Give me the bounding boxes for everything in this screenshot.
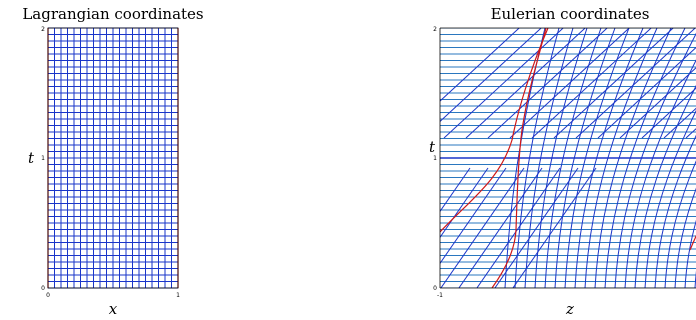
eulerian-diagonal-line: [440, 28, 520, 102]
eulerian-characteristic-curve: [664, 160, 696, 288]
eulerian-lower-diagonal: [440, 167, 507, 265]
eulerian-title: Eulerian coordinates: [491, 5, 650, 23]
eulerian-characteristic-curve: [624, 59, 696, 288]
eulerian-characteristic-curve: [674, 187, 696, 288]
lagrangian-title: Lagrangian coordinates: [22, 5, 203, 23]
eulerian-characteristic-curve: [514, 28, 560, 288]
lagrangian-xtick-0: 0: [46, 292, 50, 299]
eulerian-characteristic-curve: [534, 28, 588, 288]
eulerian-diagonal-line: [487, 28, 608, 139]
eulerian-ylabel: t: [429, 138, 436, 156]
eulerian-diagonal-line: [575, 28, 696, 139]
eulerian-characteristic-curve: [604, 28, 686, 288]
eulerian-characteristic-curve: [574, 28, 644, 288]
eulerian-lower-diagonal: [494, 167, 579, 288]
eulerian-lower-diagonal: [458, 167, 543, 288]
eulerian-ytick-2: 2: [433, 26, 437, 33]
eulerian-diagonal-line: [619, 67, 696, 139]
eulerian-panel: Eulerian coordinates 0 1 2 -1 z t: [429, 5, 696, 318]
eulerian-characteristic-curve: [684, 219, 696, 288]
eulerian-right-boundary-curve: [689, 234, 696, 251]
eulerian-diagonal-line: [443, 28, 564, 139]
eulerian-diagonal-line: [641, 87, 696, 139]
eulerian-characteristic-curve: [594, 28, 672, 288]
eulerian-ytick-1: 1: [433, 155, 437, 162]
eulerian-xlabel: z: [565, 300, 574, 318]
eulerian-diagonal-line: [465, 28, 586, 139]
lagrangian-xtick-1: 1: [176, 292, 180, 299]
eulerian-characteristic-curve: [554, 28, 616, 288]
lagrangian-ytick-2: 2: [41, 26, 45, 33]
lagrangian-ytick-1: 1: [41, 155, 45, 162]
eulerian-characteristic-curve: [584, 28, 658, 288]
lagrangian-ytick-0: 0: [41, 285, 45, 292]
eulerian-diagonal-line: [663, 107, 696, 139]
eulerian-characteristic-curve: [564, 28, 630, 288]
lagrangian-ylabel: t: [28, 149, 35, 167]
eulerian-characteristic-curve: [524, 28, 574, 288]
eulerian-ytick-0: 0: [433, 285, 437, 292]
eulerian-lower-diagonal: [440, 167, 471, 213]
eulerian-left-boundary-curve: [440, 28, 549, 233]
eulerian-grid: [440, 28, 696, 288]
lagrangian-xlabel: x: [109, 300, 118, 318]
eulerian-characteristic-curve: [644, 109, 696, 288]
eulerian-diagonal-line: [553, 28, 674, 139]
eulerian-diagonal-line: [509, 28, 630, 139]
lagrangian-grid: [47, 27, 179, 289]
eulerian-characteristic-curve: [634, 84, 696, 288]
eulerian-lower-diagonal: [440, 167, 525, 288]
lagrangian-axes-frame: [47, 27, 179, 289]
eulerian-lower-diagonal: [440, 167, 489, 239]
lagrangian-panel: Lagrangian coordinates 0 1 2 0 1 x t: [22, 5, 203, 318]
eulerian-characteristic-curve: [654, 134, 696, 288]
eulerian-lower-diagonal: [512, 167, 597, 288]
eulerian-diagonal-line: [597, 46, 696, 139]
eulerian-diagonal-line: [440, 28, 542, 123]
eulerian-inner-boundary-curve: [491, 28, 547, 288]
eulerian-characteristic-curve: [544, 28, 602, 288]
eulerian-xtick-minus1: -1: [437, 292, 443, 299]
eulerian-lower-diagonal: [476, 167, 561, 288]
eulerian-characteristic-curve: [614, 32, 696, 288]
